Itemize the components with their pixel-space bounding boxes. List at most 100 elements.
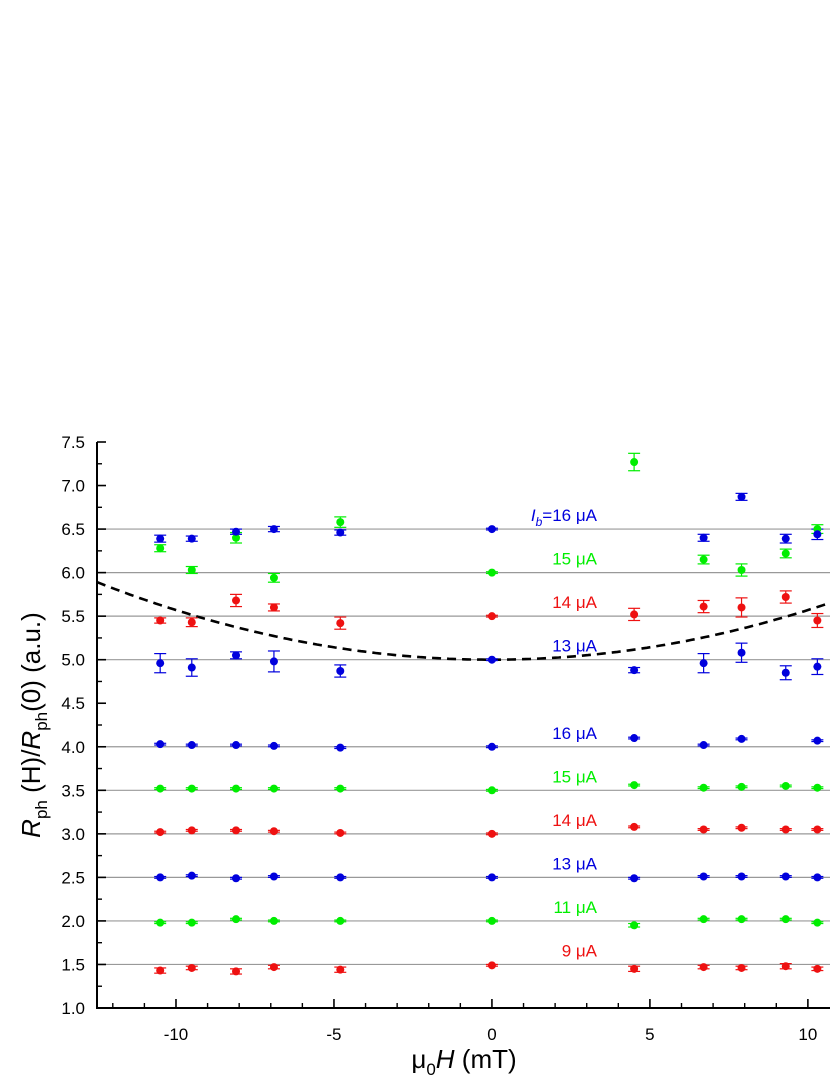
data-point (737, 963, 746, 972)
y-axis-title-tail: (0) (a.u.) (16, 612, 46, 712)
y-axis-title-subscript: ph (32, 800, 51, 819)
data-point (813, 530, 822, 539)
y-tick-label: 1.5 (61, 955, 85, 974)
y-tick-label: 3.5 (61, 781, 85, 800)
data-point (630, 458, 639, 467)
data-point (269, 827, 278, 836)
y-tick-label: 2.0 (61, 912, 85, 931)
y-tick-label: 7.0 (61, 477, 85, 496)
data-point (487, 742, 496, 751)
data-point (269, 573, 278, 582)
data-point (699, 872, 708, 881)
y-axis-title-mid: (H)/ (16, 749, 46, 800)
reference-lines (97, 528, 830, 966)
data-point (781, 592, 790, 601)
fit-curve-group (96, 580, 830, 661)
data-point (781, 668, 790, 677)
data-point (232, 967, 241, 976)
data-point (630, 822, 639, 831)
data-point (187, 534, 196, 543)
data-point (336, 518, 345, 527)
data-point (699, 533, 708, 542)
data-point (699, 741, 708, 750)
series-label: 13 μA (552, 854, 597, 873)
data-point (156, 616, 165, 625)
series-label: 9 μA (562, 941, 598, 960)
data-point (156, 534, 165, 543)
data-point (336, 965, 345, 974)
data-point (737, 915, 746, 924)
data-point (187, 963, 196, 972)
data-point (699, 659, 708, 668)
data-point (737, 566, 746, 575)
data-point (781, 781, 790, 790)
ticks: 1.0 1.5 2.0 2.5 3.0 3.5 4.0 4.5 5.0 5.5 6.0 6.5 7.0 7… (61, 433, 817, 1044)
data-point (187, 871, 196, 880)
data-point (630, 610, 639, 619)
series-label: 16 μA (552, 724, 597, 743)
data-point (630, 666, 639, 675)
data-point (187, 566, 196, 575)
data-point (232, 874, 241, 883)
data-point (232, 533, 241, 542)
data-point (187, 784, 196, 793)
y-axis-title-r2: R (16, 731, 46, 750)
data-point (487, 829, 496, 838)
fit-curve (96, 580, 830, 661)
x-axis-title-mu: μ (411, 1044, 426, 1074)
axis-labels: μ0H (mT)Rph (H)/Rph(0) (a.u.) (16, 612, 517, 1075)
data-point (269, 603, 278, 612)
data-point (487, 916, 496, 925)
data-point (699, 963, 708, 972)
data-point (737, 603, 746, 612)
y-axis-title-r: R (16, 819, 46, 838)
x-tick-label: -10 (164, 1025, 189, 1044)
data-point (269, 657, 278, 666)
data-point (336, 528, 345, 537)
data-point (232, 915, 241, 924)
data-point (336, 667, 345, 676)
data-point (336, 828, 345, 837)
data-point (813, 616, 822, 625)
y-tick-label: 3.0 (61, 825, 85, 844)
data-point (737, 492, 746, 501)
data-point (699, 825, 708, 834)
data-point (487, 612, 496, 621)
y-tick-label: 4.0 (61, 738, 85, 757)
data-point (336, 743, 345, 752)
data-point (781, 825, 790, 834)
data-point (630, 781, 639, 790)
x-tick-label: -5 (326, 1025, 341, 1044)
data-point (737, 734, 746, 743)
data-point (187, 741, 196, 750)
y-tick-label: 4.5 (61, 694, 85, 713)
data-point (630, 921, 639, 930)
data-point (813, 736, 822, 745)
data-point (232, 527, 241, 536)
axes (96, 442, 830, 1009)
data-point (269, 525, 278, 534)
data-point (156, 873, 165, 882)
data-point (737, 648, 746, 657)
data-point (336, 784, 345, 793)
x-tick-label: 10 (798, 1025, 817, 1044)
data-point (699, 915, 708, 924)
y-tick-label: 6.5 (61, 520, 85, 539)
data-point (269, 784, 278, 793)
y-tick-label: 5.5 (61, 607, 85, 626)
x-tick-label: 0 (487, 1025, 496, 1044)
y-tick-label: 1.0 (61, 999, 85, 1018)
y-tick-label: 2.5 (61, 868, 85, 887)
series-label-subscript: b (536, 515, 543, 529)
y-axis-title-subscript2: ph (32, 712, 51, 731)
series-label: 14 μA (552, 593, 597, 612)
data-point (813, 662, 822, 671)
data-point (737, 872, 746, 881)
data-point (487, 961, 496, 970)
data-point (487, 568, 496, 577)
data-point (269, 872, 278, 881)
data-point (813, 873, 822, 882)
data-point (781, 962, 790, 971)
x-axis-title-unit: (mT) (455, 1044, 517, 1074)
data-point (487, 786, 496, 795)
